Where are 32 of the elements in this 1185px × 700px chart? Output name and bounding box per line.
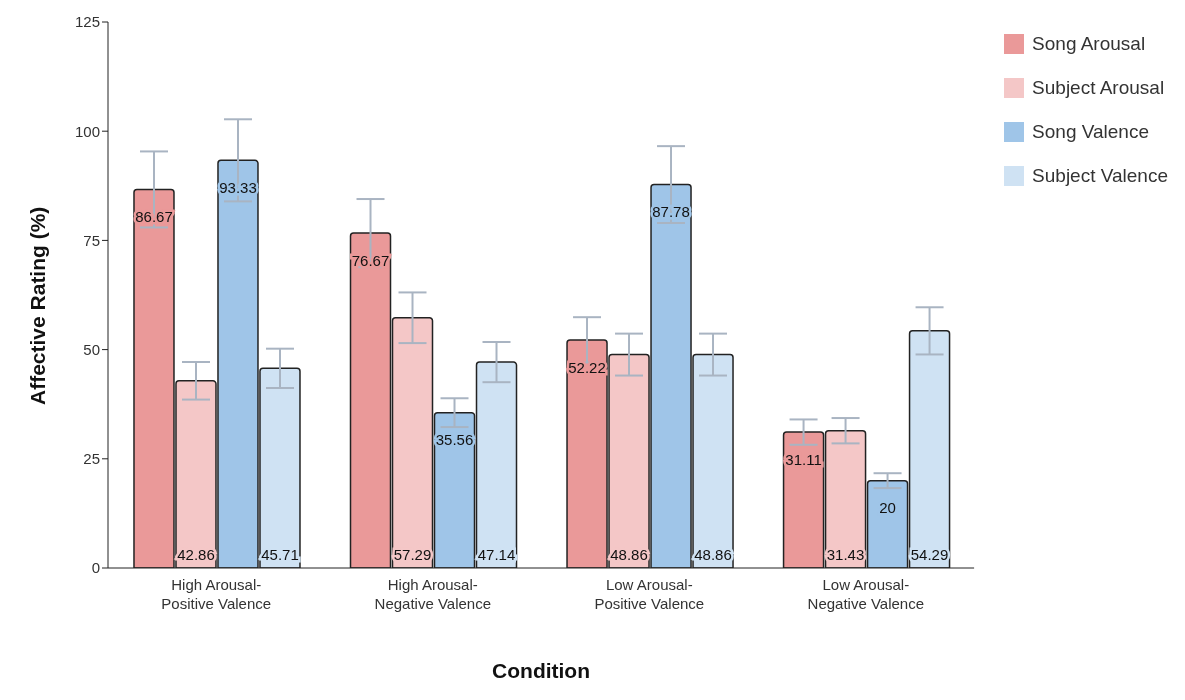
data-label: 42.86	[177, 546, 215, 563]
data-label: 54.29	[910, 546, 949, 563]
data-label: 93.33	[219, 178, 257, 196]
x-axis-title: Condition	[492, 659, 591, 682]
data-label: 47.14	[477, 546, 516, 563]
legend-label: Subject Valence	[1032, 165, 1168, 187]
y-tick-label: 100	[74, 122, 100, 140]
data-label: 87.78	[652, 203, 690, 221]
data-label: 31.43	[826, 546, 865, 563]
data-label: 57.29	[393, 546, 432, 563]
x-tick-label: High Arousal-Negative Valence	[374, 576, 492, 612]
data-label: 76.67	[351, 251, 390, 269]
data-label: 52.22	[568, 358, 606, 376]
x-tick-label: High Arousal-Positive Valence	[161, 576, 272, 612]
data-label: 48.86	[694, 546, 732, 563]
data-label: 31.11	[785, 450, 822, 468]
legend-label: Song Arousal	[1032, 33, 1146, 55]
data-label: 20	[879, 499, 896, 517]
data-label: 86.67	[135, 208, 173, 226]
data-label: 48.86	[610, 546, 648, 563]
legend-label: Subject Arousal	[1032, 77, 1165, 99]
y-tick-label: 75	[83, 231, 100, 249]
y-tick-label: 50	[83, 340, 100, 358]
y-tick-label: 0	[91, 559, 100, 577]
y-tick-label: 125	[74, 13, 100, 31]
legend-label: Song Valence	[1032, 121, 1149, 143]
data-label: 35.56	[435, 431, 474, 449]
data-label: 45.71	[261, 546, 299, 563]
y-tick-label: 25	[83, 450, 100, 468]
x-tick-label: Low Arousal-Positive Valence	[594, 576, 705, 612]
y-axis-title: Affective Rating (%)	[26, 206, 50, 405]
x-tick-label: Low Arousal-Negative Valence	[807, 576, 925, 612]
